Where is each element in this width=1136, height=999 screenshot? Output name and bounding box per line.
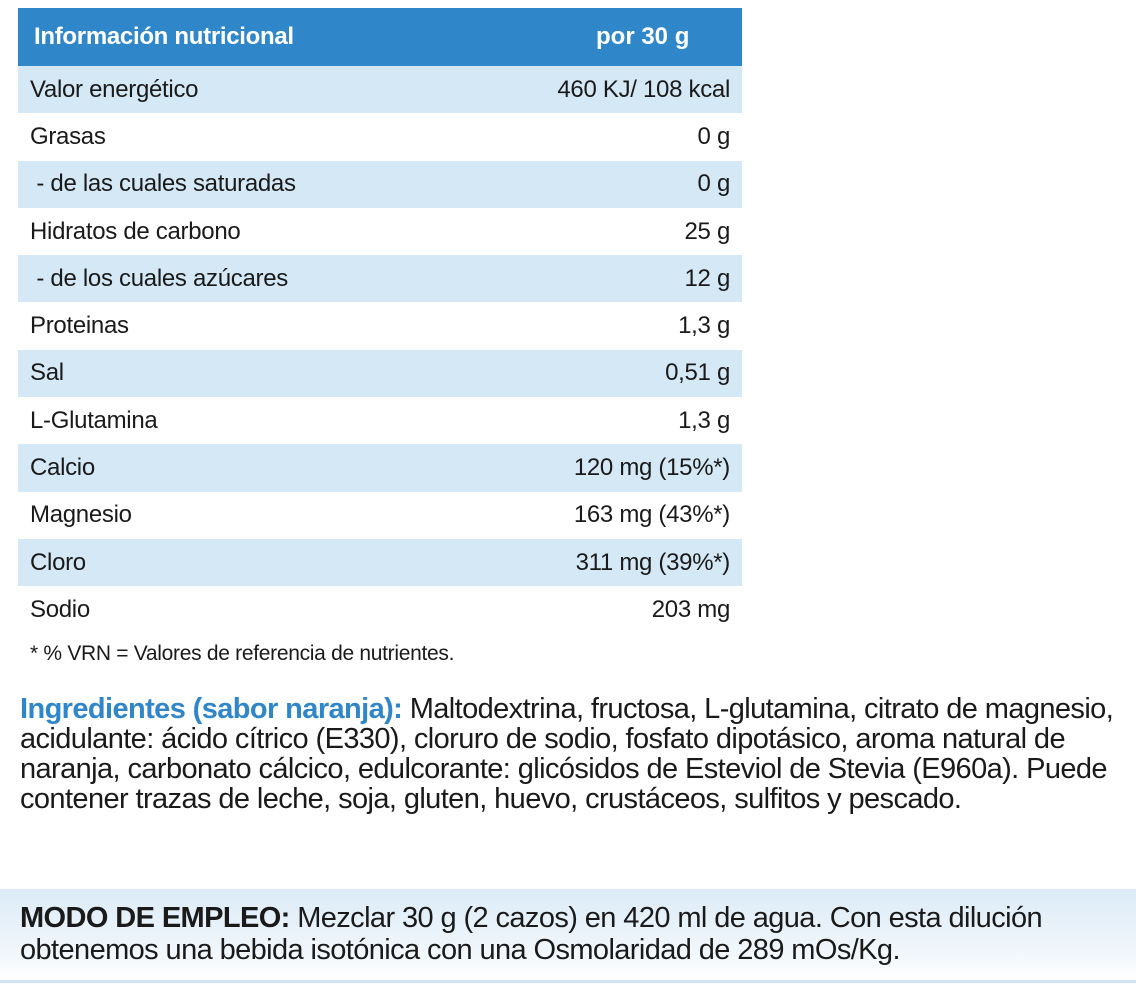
row-label: Sal	[30, 359, 64, 387]
ingredients-title: Ingredientes (sabor naranja):	[20, 693, 403, 725]
table-row: Calcio 120 mg (15%*)	[18, 444, 742, 492]
row-label: Proteinas	[30, 312, 129, 340]
table-row: - de las cuales saturadas 0 g	[18, 160, 742, 208]
nutrition-table: Información nutricional por 30 g Valor e…	[18, 8, 742, 634]
table-row: L-Glutamina 1,3 g	[18, 397, 742, 444]
ingredients-paragraph: Ingredientes (sabor naranja): Maltodextr…	[20, 694, 1120, 814]
row-value: 1,3 g	[678, 406, 730, 434]
row-value: 25 g	[684, 217, 730, 245]
row-label: Grasas	[30, 122, 106, 150]
row-value: 0,51 g	[665, 359, 730, 387]
ingredients-text: Maltodextrina, fructosa, L-glutamina, ci…	[20, 693, 1114, 815]
row-label: Cloro	[30, 548, 86, 576]
usage-title: MODO DE EMPLEO:	[20, 902, 290, 934]
nutrition-table-header: Información nutricional por 30 g	[18, 8, 742, 66]
row-value: 203 mg	[651, 595, 731, 623]
row-label: - de los cuales azúcares	[30, 264, 288, 292]
row-label: L-Glutamina	[30, 406, 158, 434]
usage-paragraph: MODO DE EMPLEO: Mezclar 30 g (2 cazos) e…	[20, 902, 1130, 966]
table-row: Sodio 203 mg	[18, 586, 742, 633]
row-value: 0 g	[697, 122, 731, 150]
table-row: Valor energético 460 KJ/ 108 kcal	[18, 66, 742, 114]
row-label: Calcio	[30, 454, 95, 482]
row-label: - de las cuales saturadas	[30, 170, 296, 198]
row-value: 163 mg (43%*)	[573, 501, 730, 529]
bottom-divider	[0, 980, 1136, 983]
usage-background-band	[0, 889, 1136, 981]
table-row: - de los cuales azúcares 12 g	[18, 255, 742, 303]
row-value: 12 g	[684, 264, 730, 292]
row-value: 460 KJ/ 108 kcal	[557, 75, 730, 103]
row-label: Valor energético	[30, 75, 199, 103]
row-label: Sodio	[30, 595, 90, 623]
vrn-footnote: * % VRN = Valores de referencia de nutri…	[30, 642, 455, 665]
header-value: por 30 g	[596, 23, 690, 50]
row-label: Hidratos de carbono	[30, 217, 241, 245]
usage-text: Mezclar 30 g (2 cazos) en 420 ml de agua…	[20, 902, 1043, 966]
row-value: 311 mg (39%*)	[575, 548, 731, 576]
table-row: Cloro 311 mg (39%*)	[18, 538, 742, 587]
row-label: Magnesio	[30, 501, 132, 529]
table-row: Grasas 0 g	[18, 113, 742, 160]
row-value: 1,3 g	[678, 312, 730, 340]
table-row: Magnesio 163 mg (43%*)	[18, 492, 742, 539]
row-value: 120 mg (15%*)	[573, 454, 730, 482]
table-row: Sal 0,51 g	[18, 349, 742, 398]
table-row: Proteinas 1,3 g	[18, 302, 742, 349]
table-row: Hidratos de carbono 25 g	[18, 208, 742, 255]
header-label: Información nutricional	[34, 23, 294, 50]
row-value: 0 g	[697, 170, 731, 198]
